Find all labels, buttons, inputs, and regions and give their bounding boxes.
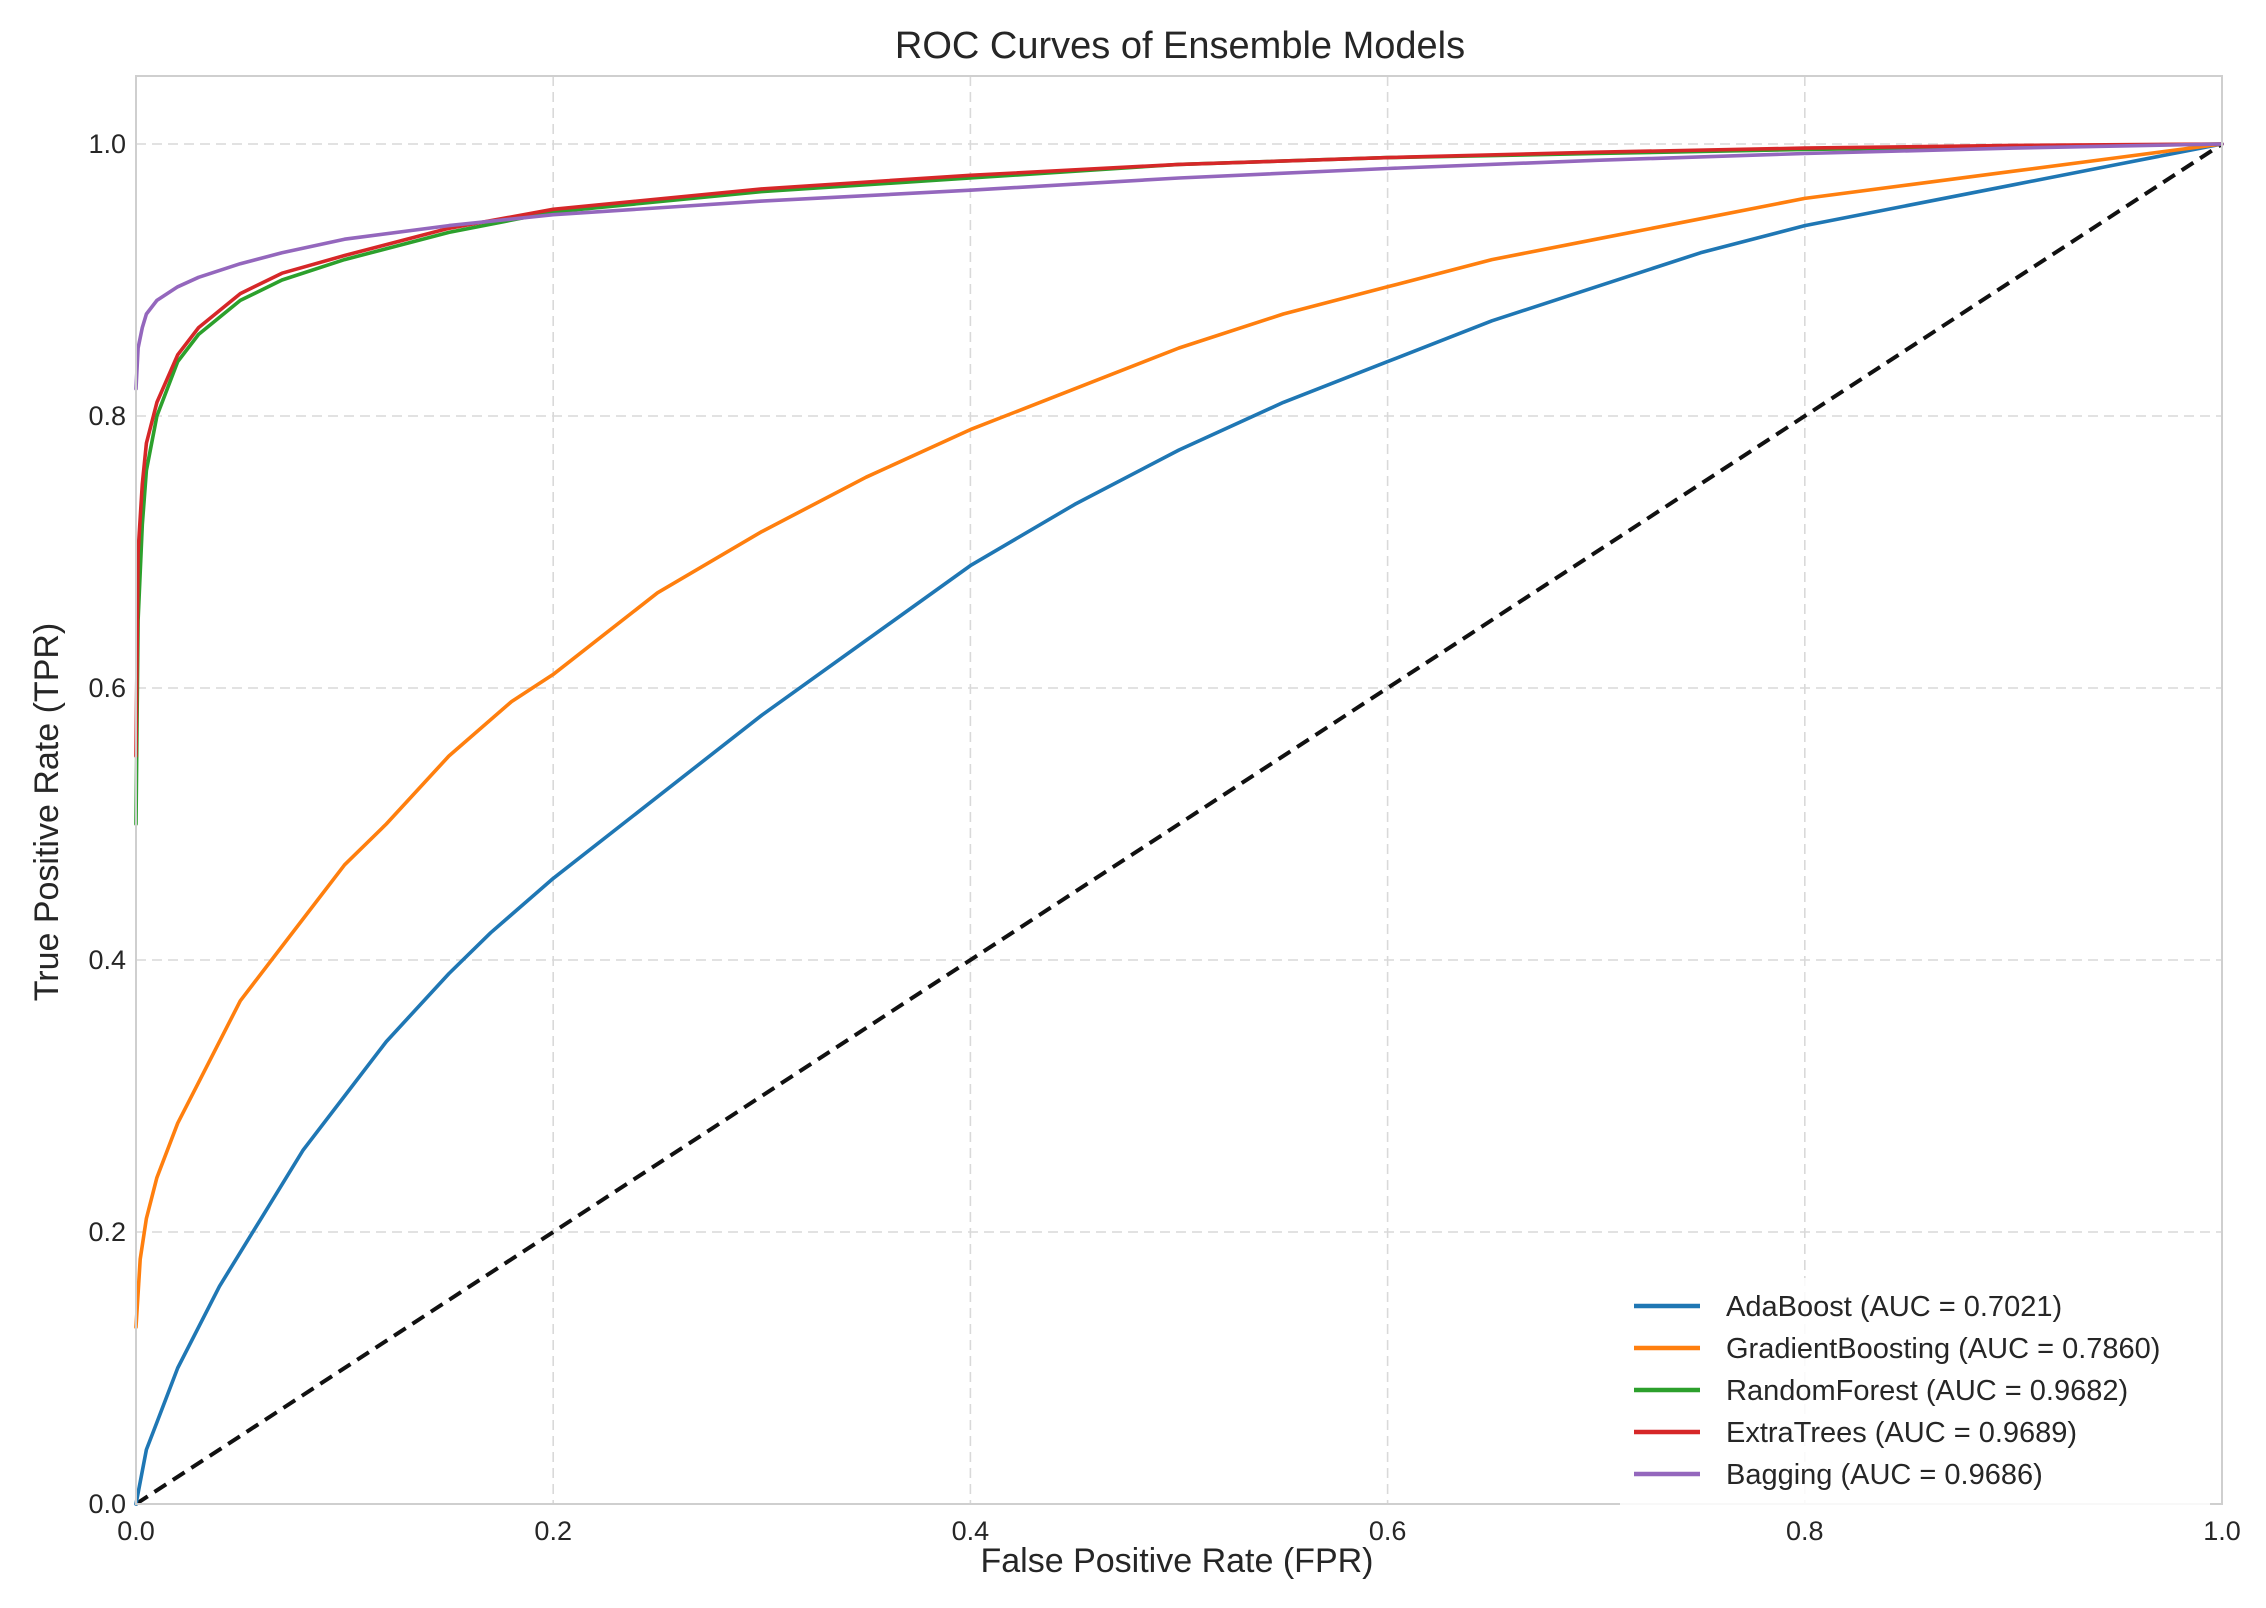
series-line-0 bbox=[134, 142, 2224, 1506]
y-tick-label: 1.0 bbox=[88, 129, 126, 159]
legend: AdaBoost (AUC = 0.7021) GradientBoosting … bbox=[1620, 1278, 2210, 1512]
chart-title: ROC Curves of Ensemble Models bbox=[895, 25, 1465, 67]
series-line-1 bbox=[134, 142, 2224, 1329]
plot-frame bbox=[135, 75, 2223, 1505]
legend-label-4: Bagging (AUC = 0.9686) bbox=[1726, 1459, 2043, 1491]
legend-label-2: RandomForest (AUC = 0.9682) bbox=[1726, 1375, 2128, 1407]
reference-line-layer bbox=[134, 142, 2224, 1506]
y-tick-label: 0.4 bbox=[88, 945, 126, 975]
series-line-2 bbox=[134, 142, 2224, 826]
y-tick-label: 0.0 bbox=[88, 1489, 126, 1519]
x-tick-label: 0.8 bbox=[1786, 1516, 1824, 1546]
legend-label-3: ExtraTrees (AUC = 0.9689) bbox=[1726, 1417, 2077, 1449]
y-tick-label: 0.2 bbox=[88, 1217, 126, 1247]
series-layer bbox=[134, 142, 2224, 1506]
legend-box bbox=[1620, 1278, 2210, 1512]
legend-label-1: GradientBoosting (AUC = 0.7860) bbox=[1726, 1333, 2160, 1365]
x-tick-label: 0.2 bbox=[534, 1516, 572, 1546]
series-line-3 bbox=[134, 142, 2224, 758]
y-axis-ticks: 0.0 0.2 0.4 0.6 0.8 1.0 bbox=[88, 129, 126, 1519]
series-line-4 bbox=[134, 142, 2224, 391]
y-axis-label: True Positive Rate (TPR) bbox=[28, 623, 66, 1002]
x-tick-label: 0.4 bbox=[952, 1516, 990, 1546]
y-tick-label: 0.8 bbox=[88, 401, 126, 431]
x-tick-label: 0.0 bbox=[117, 1516, 155, 1546]
x-tick-label: 0.6 bbox=[1369, 1516, 1407, 1546]
x-tick-label: 1.0 bbox=[2203, 1516, 2241, 1546]
x-axis-label: False Positive Rate (FPR) bbox=[981, 1542, 1374, 1580]
x-axis-ticks: 0.0 0.2 0.4 0.6 0.8 1.0 bbox=[117, 1516, 2241, 1546]
reference-diagonal-line bbox=[134, 142, 2224, 1506]
legend-label-0: AdaBoost (AUC = 0.7021) bbox=[1726, 1291, 2062, 1323]
y-tick-label: 0.6 bbox=[88, 673, 126, 703]
